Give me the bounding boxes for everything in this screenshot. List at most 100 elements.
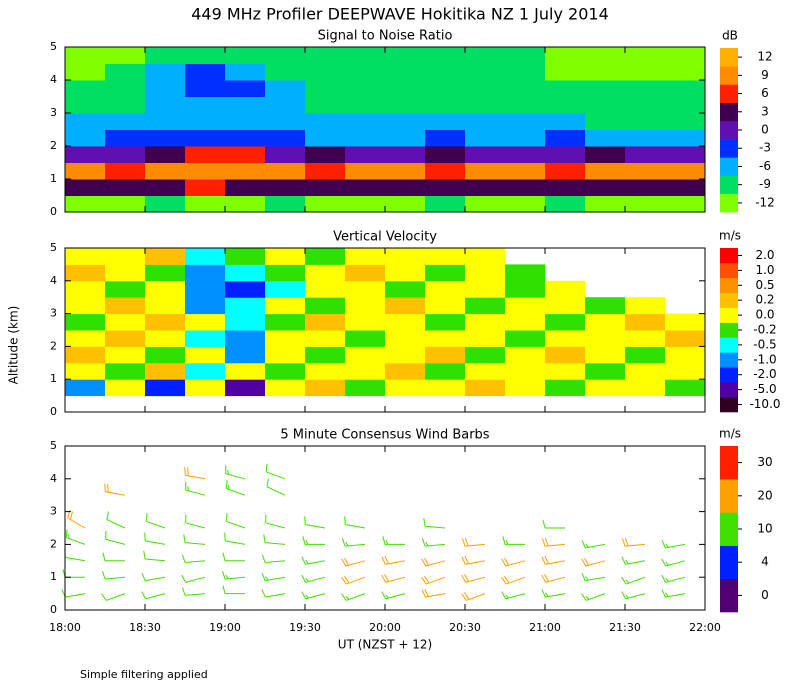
heat-cell bbox=[425, 113, 466, 130]
heat-cell bbox=[465, 47, 506, 64]
heat-cell bbox=[265, 280, 306, 298]
wind-barb bbox=[541, 574, 566, 583]
heat-cell bbox=[105, 346, 146, 364]
colorbar-label: 30 bbox=[757, 455, 772, 469]
wind-barb bbox=[541, 537, 566, 547]
wind-barb bbox=[581, 557, 606, 567]
x-tick-label: 18:30 bbox=[129, 621, 161, 634]
heat-cell bbox=[345, 248, 386, 265]
heat-cell bbox=[625, 346, 666, 364]
colorbar-band bbox=[720, 545, 738, 580]
heat-cell bbox=[585, 146, 626, 163]
heat-cell bbox=[225, 346, 266, 364]
plot-frame bbox=[64, 445, 706, 611]
heat-cell bbox=[145, 96, 186, 114]
y-tick-label: 3 bbox=[50, 307, 57, 320]
heat-cell bbox=[585, 47, 626, 64]
x-axis-label: UT (NZST + 12) bbox=[338, 638, 432, 652]
heat-cell bbox=[225, 63, 266, 81]
heat-cell bbox=[305, 264, 346, 282]
heat-cell bbox=[265, 264, 306, 282]
heat-cell bbox=[585, 346, 626, 364]
colorbar-band bbox=[720, 175, 738, 195]
heat-cell bbox=[65, 248, 106, 265]
wind-barb bbox=[421, 588, 446, 598]
heat-cell bbox=[385, 80, 426, 97]
wind-barb bbox=[621, 556, 646, 565]
wind-barb bbox=[105, 530, 126, 545]
heat-cell bbox=[505, 179, 546, 196]
heat-cell bbox=[625, 195, 666, 213]
heat-cell bbox=[65, 129, 106, 147]
heat-cell bbox=[345, 346, 386, 364]
colorbar-label: 20 bbox=[757, 488, 772, 502]
x-tick-label: 21:30 bbox=[609, 621, 641, 634]
colorbar-band bbox=[720, 307, 738, 323]
heat-cell bbox=[265, 47, 306, 64]
heat-cell bbox=[305, 96, 346, 114]
wind-barb bbox=[661, 558, 686, 567]
heat-cell bbox=[625, 113, 666, 130]
wind-barb bbox=[184, 467, 206, 480]
heat-cell bbox=[345, 195, 386, 213]
wind-barb bbox=[185, 514, 206, 529]
y-tick-label: 5 bbox=[50, 439, 57, 452]
heat-cell bbox=[425, 264, 466, 282]
heat-cell bbox=[385, 47, 426, 64]
wind-barb bbox=[225, 465, 246, 480]
y-tick-label: 3 bbox=[50, 505, 57, 518]
heat-cell bbox=[345, 330, 386, 347]
y-tick-label: 2 bbox=[50, 339, 57, 352]
heat-cell bbox=[585, 179, 626, 196]
heat-cell bbox=[305, 346, 346, 364]
heat-cell bbox=[105, 379, 146, 397]
heat-cell bbox=[305, 313, 346, 331]
heat-cell bbox=[465, 297, 506, 315]
heat-cell bbox=[345, 264, 386, 282]
heat-cell bbox=[665, 113, 706, 130]
heat-cell bbox=[665, 96, 706, 114]
wind-barb bbox=[661, 589, 686, 598]
heat-cell bbox=[225, 280, 266, 298]
heat-cell bbox=[65, 280, 106, 298]
wind-barb bbox=[341, 575, 366, 585]
heat-cell bbox=[265, 96, 306, 114]
heat-cell bbox=[265, 248, 306, 265]
colorbar-band bbox=[720, 367, 738, 383]
heat-cell bbox=[425, 330, 466, 347]
heat-cell bbox=[265, 80, 306, 97]
heat-cell bbox=[265, 379, 306, 397]
y-tick-label: 4 bbox=[50, 274, 57, 287]
heat-cell bbox=[345, 47, 386, 64]
heat-cell bbox=[145, 63, 186, 81]
heat-cell bbox=[185, 297, 226, 315]
panel-title: Vertical Velocity bbox=[333, 230, 437, 245]
heat-cell bbox=[105, 129, 146, 147]
heat-cell bbox=[505, 362, 546, 380]
heat-cell bbox=[425, 63, 466, 81]
heat-cell bbox=[625, 162, 666, 180]
heat-cell bbox=[305, 362, 346, 380]
heat-cell bbox=[585, 63, 626, 81]
heat-cell bbox=[465, 330, 506, 347]
wind-barb bbox=[225, 512, 246, 529]
heat-cell bbox=[185, 313, 226, 331]
heat-cell bbox=[265, 362, 306, 380]
heat-cell bbox=[225, 195, 266, 213]
wind-barb bbox=[381, 574, 406, 583]
heat-cell bbox=[105, 264, 146, 282]
heat-cell bbox=[425, 280, 466, 298]
heat-cell bbox=[305, 297, 346, 315]
heat-cell bbox=[225, 113, 266, 130]
heat-cell bbox=[545, 146, 586, 163]
x-tick-label: 20:00 bbox=[369, 621, 401, 634]
heat-cell bbox=[185, 47, 226, 64]
heat-cell bbox=[345, 362, 386, 380]
heat-cell bbox=[225, 96, 266, 114]
heat-cell bbox=[225, 129, 266, 147]
heat-cell bbox=[545, 129, 586, 147]
heat-cell bbox=[625, 313, 666, 331]
colorbar-label: -10.0 bbox=[749, 397, 780, 411]
wind-barb bbox=[461, 592, 486, 601]
wind-barb bbox=[222, 585, 245, 595]
